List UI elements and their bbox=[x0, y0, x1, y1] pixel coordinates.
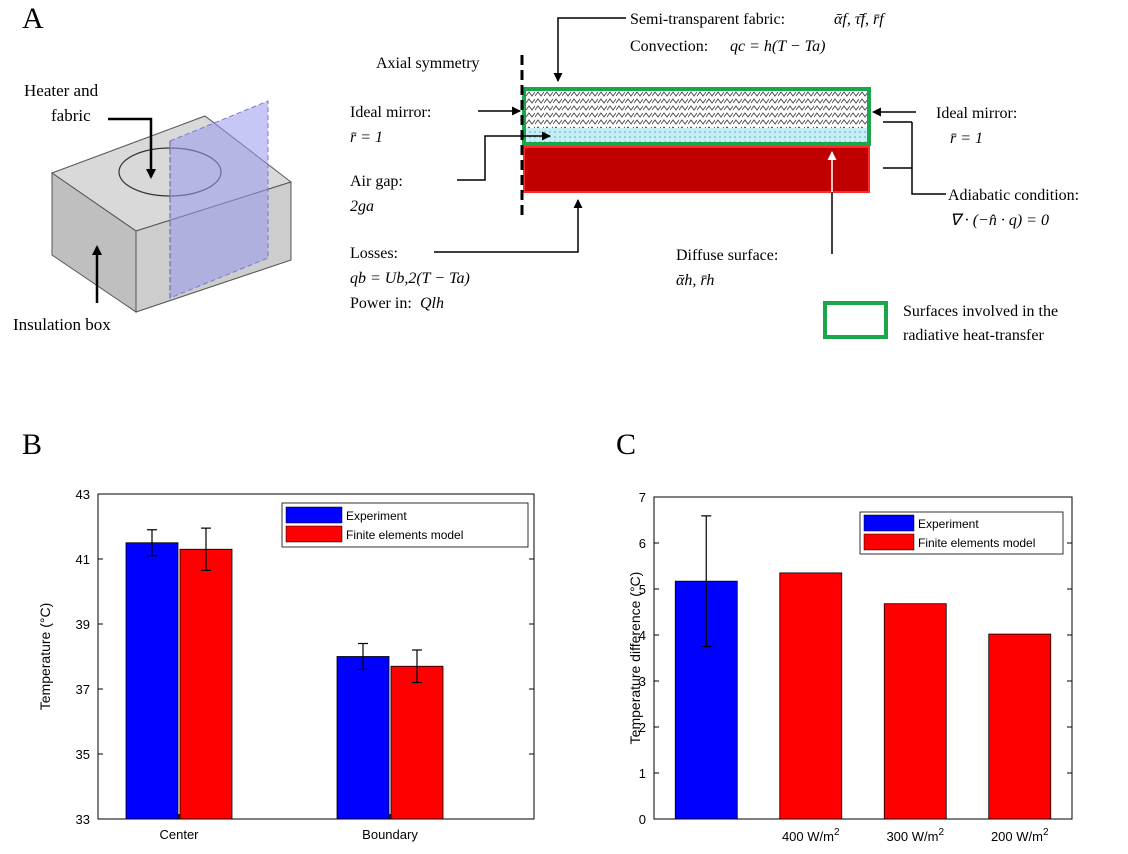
mirror-left-formula: r̄ = 1 bbox=[350, 129, 383, 146]
plot-frame bbox=[97, 493, 535, 820]
y-tick-label: 37 bbox=[76, 682, 90, 697]
y-tick-label: 5 bbox=[639, 582, 646, 597]
bar bbox=[779, 572, 843, 820]
heater-layer bbox=[523, 146, 870, 193]
losses-label: Losses: bbox=[350, 245, 398, 262]
unit-superscript: 2 bbox=[834, 827, 840, 838]
bar bbox=[988, 633, 1052, 820]
y-tick-label: 43 bbox=[76, 487, 90, 502]
y-tick-label: 7 bbox=[639, 490, 646, 505]
panel-label-c: C bbox=[616, 428, 637, 461]
air-gap-formula: 2ga bbox=[350, 198, 374, 215]
air-gap-label: Air gap: bbox=[350, 173, 403, 190]
mirror-right-label: Ideal mirror: bbox=[936, 105, 1017, 122]
legend-line1: Surfaces involved in the bbox=[903, 303, 1058, 320]
y-tick-label: 0 bbox=[639, 812, 646, 827]
legend-line2: radiative heat-transfer bbox=[903, 327, 1044, 344]
fabric-arrow bbox=[553, 17, 626, 82]
axial-symmetry-label: Axial symmetry bbox=[376, 55, 480, 72]
chart-b: 33 35 37 39 41 43 Center Boundary Temperature (°… bbox=[37, 487, 535, 842]
legend-label: Finite elements model bbox=[918, 536, 1035, 550]
legend-swatch bbox=[863, 514, 915, 532]
y-tick-label: 2 bbox=[639, 720, 646, 735]
x-tick-label: 200 W/m2 bbox=[991, 827, 1049, 844]
legend-swatch bbox=[285, 506, 343, 524]
diffuse-formula: ᾱh, r̄h bbox=[676, 272, 714, 289]
mirror-right-formula: r̄ = 1 bbox=[950, 130, 983, 147]
y-tick-label: 41 bbox=[76, 552, 90, 567]
legend-label: Experiment bbox=[346, 509, 407, 523]
legend-swatch bbox=[863, 533, 915, 551]
legend-swatch bbox=[285, 525, 343, 543]
panel-label-a: A bbox=[22, 2, 44, 35]
bar bbox=[336, 656, 390, 820]
bar bbox=[390, 665, 444, 820]
x-tick-label: Center bbox=[159, 827, 199, 842]
air-gap-arrow bbox=[457, 131, 551, 181]
y-tick-label: 35 bbox=[76, 747, 90, 762]
heater-arrow bbox=[108, 117, 156, 179]
x-tick-label: 300 W/m2 bbox=[886, 827, 944, 844]
y-tick-label: 1 bbox=[639, 766, 646, 781]
heater-label-line1: Heater and bbox=[24, 81, 99, 100]
adiabatic-label: Adiabatic condition: bbox=[948, 187, 1079, 204]
bar bbox=[179, 548, 233, 820]
bar bbox=[883, 603, 947, 820]
y-tick-label: 4 bbox=[639, 628, 646, 643]
y-tick-label: 6 bbox=[639, 536, 646, 551]
y-axis-label: Temperature (°C) bbox=[37, 603, 53, 711]
y-tick-label: 33 bbox=[76, 812, 90, 827]
losses-arrow bbox=[434, 199, 583, 253]
chart-c: 0 1 2 3 4 5 6 7 400 W/m2 300 W/m2 200 W/m2 Temperat… bbox=[627, 490, 1073, 844]
unit-superscript: 2 bbox=[1043, 827, 1049, 838]
adiabatic-bracket bbox=[883, 121, 946, 195]
diffuse-label: Diffuse surface: bbox=[676, 247, 778, 264]
symmetry-plane bbox=[169, 100, 269, 299]
fabric-outline bbox=[522, 87, 871, 146]
convection-formula: qc = h(T − Ta) bbox=[730, 38, 825, 55]
convection-label: Convection: bbox=[630, 38, 708, 55]
fabric-symbols: ᾱf, τ̄f, r̄f bbox=[834, 11, 886, 28]
legend-label: Experiment bbox=[918, 517, 979, 531]
x-tick-label: Boundary bbox=[362, 827, 418, 842]
fabric-label: Semi-transparent fabric: bbox=[630, 11, 785, 28]
legend-swatch-radiative bbox=[823, 301, 888, 339]
y-tick-label: 3 bbox=[639, 674, 646, 689]
adiabatic-formula: ∇ · (−n̂ · q) = 0 bbox=[950, 212, 1049, 229]
mirror-left-label: Ideal mirror: bbox=[350, 104, 431, 121]
fabric-layer bbox=[524, 89, 869, 128]
bar bbox=[125, 542, 179, 820]
legend-label: Finite elements model bbox=[346, 528, 463, 542]
y-axis-label: Temperature difference (°C) bbox=[627, 572, 643, 745]
heater-label-line2: fabric bbox=[51, 106, 91, 125]
power-in-formula: Qlh bbox=[420, 295, 444, 312]
losses-formula: qb = Ub,2(T − Ta) bbox=[350, 270, 470, 287]
panel-label-b: B bbox=[22, 428, 43, 461]
plot-frame bbox=[653, 496, 1073, 820]
insulation-label: Insulation box bbox=[13, 315, 111, 334]
unit-superscript: 2 bbox=[938, 827, 944, 838]
y-tick-label: 39 bbox=[76, 617, 90, 632]
x-tick-label: 400 W/m2 bbox=[782, 827, 840, 844]
power-in-label: Power in: bbox=[350, 295, 412, 312]
air-gap-layer bbox=[524, 128, 869, 144]
schematic-diagram: Semi-transparent fabric: ᾱf, τ̄f, r̄f Co… bbox=[350, 11, 1079, 344]
insulation-box-figure: Heater and fabric Insulation box bbox=[13, 81, 293, 334]
